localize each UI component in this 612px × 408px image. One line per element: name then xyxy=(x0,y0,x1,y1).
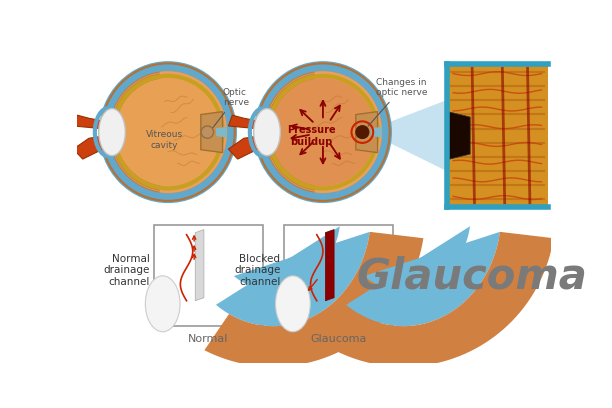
FancyBboxPatch shape xyxy=(284,224,393,326)
FancyBboxPatch shape xyxy=(447,64,548,207)
Polygon shape xyxy=(201,112,223,153)
Polygon shape xyxy=(228,115,269,130)
Polygon shape xyxy=(326,230,334,301)
Polygon shape xyxy=(383,100,447,171)
Ellipse shape xyxy=(106,69,230,195)
Ellipse shape xyxy=(275,276,310,332)
FancyBboxPatch shape xyxy=(154,224,263,326)
Polygon shape xyxy=(73,115,114,130)
Polygon shape xyxy=(195,230,204,301)
Ellipse shape xyxy=(261,69,384,195)
Ellipse shape xyxy=(271,78,375,186)
Polygon shape xyxy=(216,226,370,326)
Text: Vitreous
cavity: Vitreous cavity xyxy=(146,130,182,149)
Polygon shape xyxy=(73,134,114,159)
Text: Pressure
buildup: Pressure buildup xyxy=(287,125,335,147)
Text: Changes in
optic nerve: Changes in optic nerve xyxy=(368,78,428,126)
Circle shape xyxy=(201,126,214,138)
Polygon shape xyxy=(447,111,470,160)
Ellipse shape xyxy=(116,78,220,186)
Polygon shape xyxy=(216,127,227,137)
Polygon shape xyxy=(204,232,424,367)
Text: Glaucoma: Glaucoma xyxy=(356,255,587,297)
Ellipse shape xyxy=(254,109,280,156)
Circle shape xyxy=(356,125,369,139)
Ellipse shape xyxy=(99,109,125,156)
Polygon shape xyxy=(335,232,554,367)
Polygon shape xyxy=(326,230,334,301)
Text: Normal: Normal xyxy=(188,334,228,344)
Polygon shape xyxy=(228,134,269,159)
Polygon shape xyxy=(356,112,378,153)
Ellipse shape xyxy=(145,276,180,332)
Text: Normal
drainage
channel: Normal drainage channel xyxy=(104,254,150,287)
Ellipse shape xyxy=(264,71,382,193)
Ellipse shape xyxy=(259,67,387,197)
Ellipse shape xyxy=(109,71,227,193)
Text: Blocked
drainage
channel: Blocked drainage channel xyxy=(234,254,280,287)
Circle shape xyxy=(356,125,369,139)
Ellipse shape xyxy=(105,67,231,197)
Text: Glaucoma: Glaucoma xyxy=(310,334,367,344)
Polygon shape xyxy=(346,226,500,326)
Text: Optic
nerve: Optic nerve xyxy=(213,88,249,128)
Polygon shape xyxy=(371,127,382,137)
